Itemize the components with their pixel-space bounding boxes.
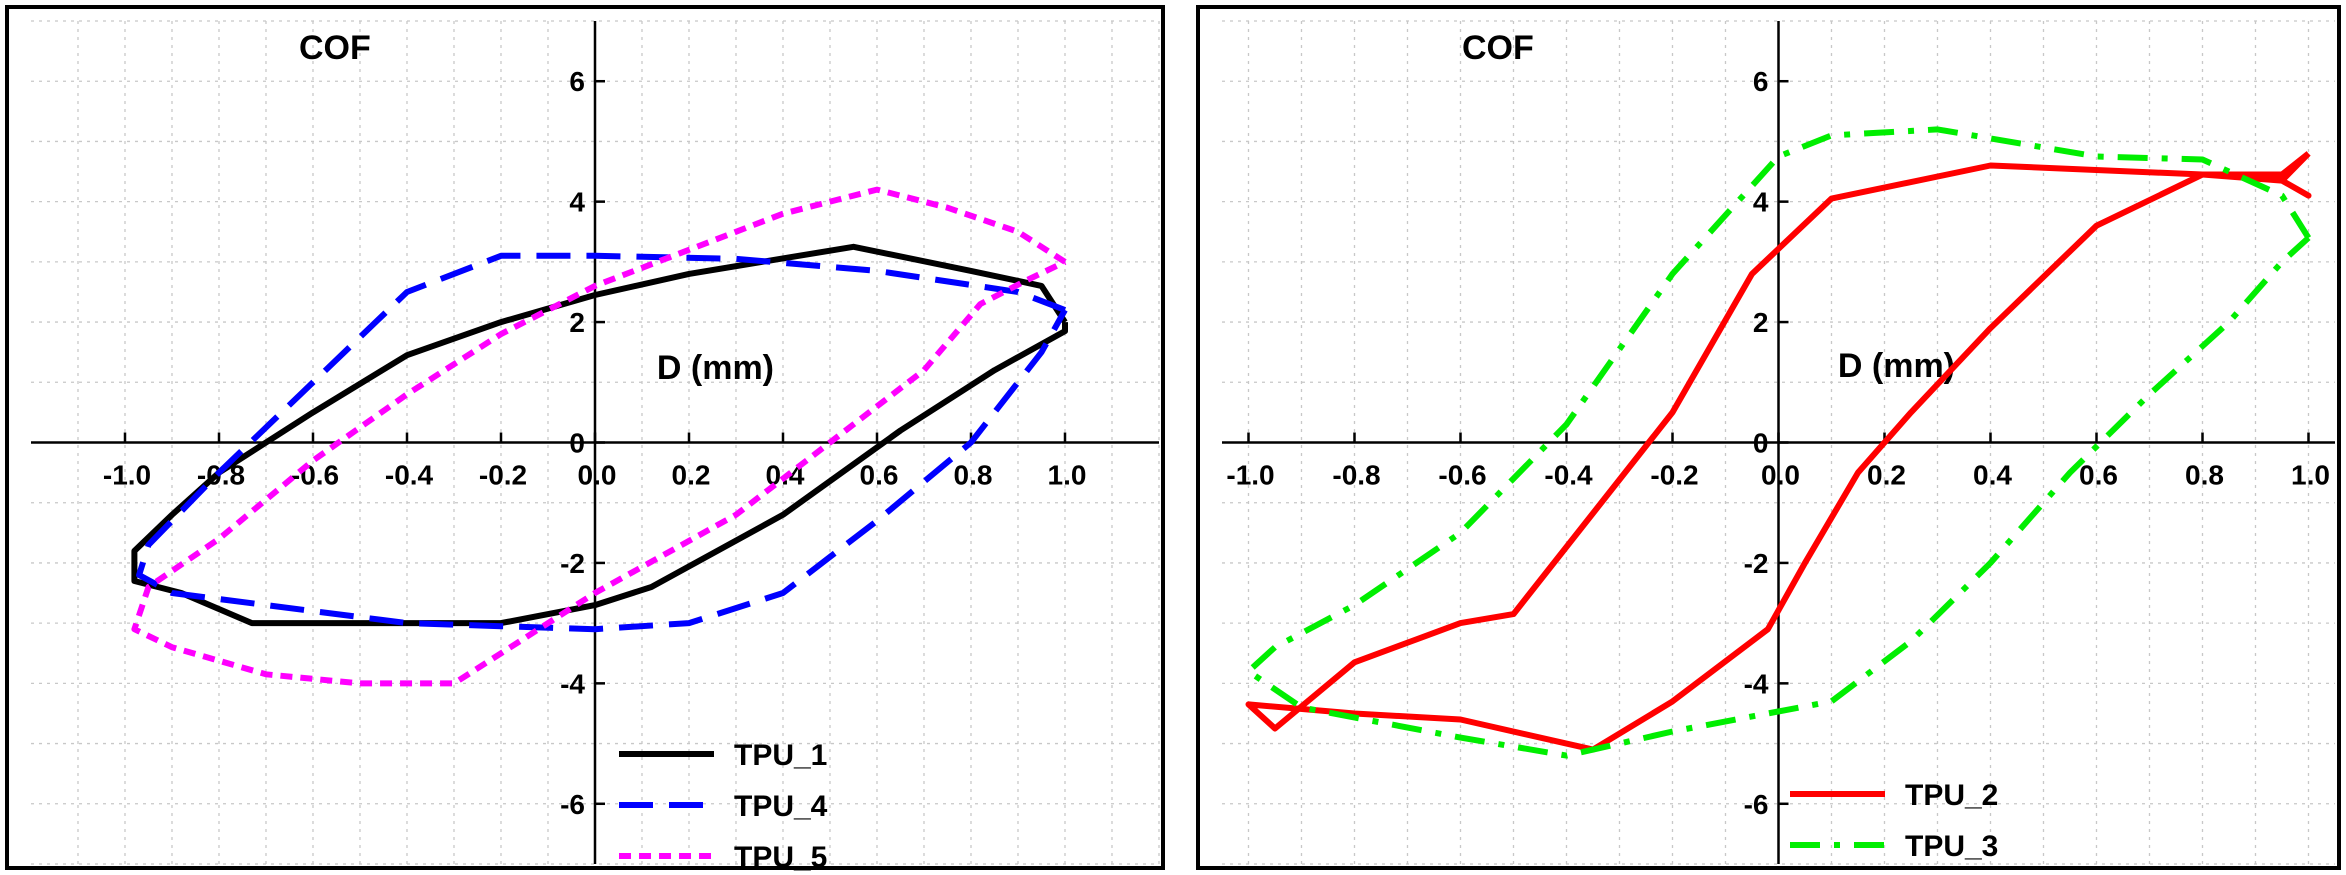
chart-panel-right: -1.0 -0.8 -0.6 -0.4 -0.2 0.0 0.2 0.4 0.6 0.8 1.0 -6…	[1196, 5, 2341, 870]
y-tick-label: -4	[560, 668, 585, 699]
y-tick-label: -6	[1744, 789, 1769, 820]
legend-label-tpu_2: TPU_2	[1905, 779, 1998, 812]
series-line-tpu_3	[1245, 126, 2312, 759]
chart-left-svg: -1.0 -0.8 -0.6 -0.4 -0.2 0.0 0.2 0.4 0.6 0.8 1.0-6…	[31, 20, 1160, 874]
legend-label-tpu_4: TPU_4	[734, 790, 828, 823]
y-tick-label: 0	[1753, 428, 1769, 459]
legend-label-tpu_3: TPU_3	[1905, 830, 1998, 863]
legend-label-tpu_1: TPU_1	[734, 739, 827, 772]
x-tick-label: 0.8	[954, 460, 993, 491]
y-tick-label: -2	[560, 548, 585, 579]
x-tick-label: -1.0	[103, 460, 151, 491]
x-tick-label: -0.4	[1544, 460, 1593, 491]
y-axis-label: COF	[299, 29, 371, 67]
y-tick-label: 6	[569, 66, 585, 97]
y-tick-label: 4	[569, 187, 585, 218]
y-tick-label: -2	[1744, 548, 1769, 579]
x-tick-label: 0.6	[860, 460, 899, 491]
x-tick-label: 0.4	[1973, 460, 2012, 491]
x-tick-label: -0.6	[1438, 460, 1486, 491]
y-axis-label: COF	[1462, 29, 1534, 67]
x-tick-label: 0.0	[1761, 460, 1800, 491]
y-tick-label: 6	[1753, 66, 1769, 97]
x-tick-label: -0.2	[1650, 460, 1698, 491]
y-tick-label: 0	[569, 428, 585, 459]
chart-right-svg: -1.0 -0.8 -0.6 -0.4 -0.2 0.0 0.2 0.4 0.6 0.8 1.0 -6…	[1222, 20, 2335, 865]
legend-label-tpu_5: TPU_5	[734, 841, 827, 874]
legend: TPU_2 TPU_3	[1790, 779, 1998, 863]
x-axis-label: D (mm)	[657, 349, 774, 387]
x-tick-label: -1.0	[1226, 460, 1274, 491]
x-tick-label: 0.0	[578, 460, 617, 491]
x-tick-label: 0.8	[2185, 460, 2224, 491]
series-line-tpu_2	[1245, 151, 2312, 753]
y-tick-label: -4	[1744, 668, 1769, 699]
x-tick-label: 0.6	[2079, 460, 2118, 491]
y-tick-label: 2	[569, 307, 585, 338]
x-tick-label: 1.0	[2291, 460, 2330, 491]
y-tick-label: 2	[1753, 307, 1769, 338]
x-tick-label: 0.2	[672, 460, 711, 491]
x-tick-label: -0.6	[291, 460, 339, 491]
x-tick-label: -0.2	[479, 460, 527, 491]
y-tick-label: -6	[560, 789, 585, 820]
x-axis-label: D (mm)	[1838, 347, 1955, 385]
series-line-tpu_1	[131, 243, 1068, 627]
y-tick-label: 4	[1753, 187, 1769, 218]
chart-panel-left: -1.0 -0.8 -0.6 -0.4 -0.2 0.0 0.2 0.4 0.6 0.8 1.0 -6…	[5, 5, 1165, 874]
x-tick-label: 1.0	[1048, 460, 1087, 491]
legend: TPU_1 TPU_4 TPU_5	[619, 739, 828, 874]
x-tick-label: -0.4	[385, 460, 434, 491]
x-tick-label: 0.2	[1867, 460, 1906, 491]
x-tick-label: -0.8	[1332, 460, 1380, 491]
series-line-tpu_5	[131, 186, 1067, 687]
